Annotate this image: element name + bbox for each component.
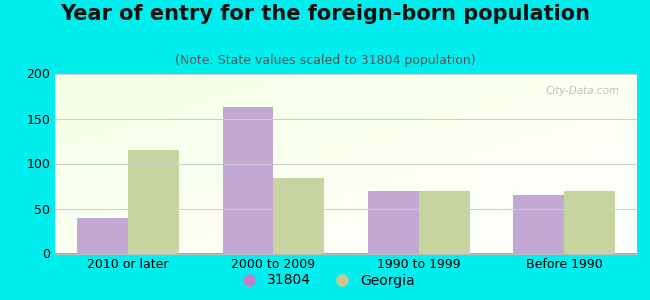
Bar xyxy=(128,150,179,254)
Text: Year of entry for the foreign-born population: Year of entry for the foreign-born popul… xyxy=(60,4,590,25)
Legend: 31804, Georgia: 31804, Georgia xyxy=(230,268,420,293)
Bar xyxy=(274,178,324,253)
Bar xyxy=(564,190,615,254)
Text: City-Data.com: City-Data.com xyxy=(545,86,619,96)
Bar xyxy=(222,107,274,254)
Bar xyxy=(368,190,419,254)
Bar xyxy=(514,195,564,254)
Bar xyxy=(77,218,128,254)
Text: (Note: State values scaled to 31804 population): (Note: State values scaled to 31804 popu… xyxy=(175,54,475,67)
Bar xyxy=(419,191,470,254)
